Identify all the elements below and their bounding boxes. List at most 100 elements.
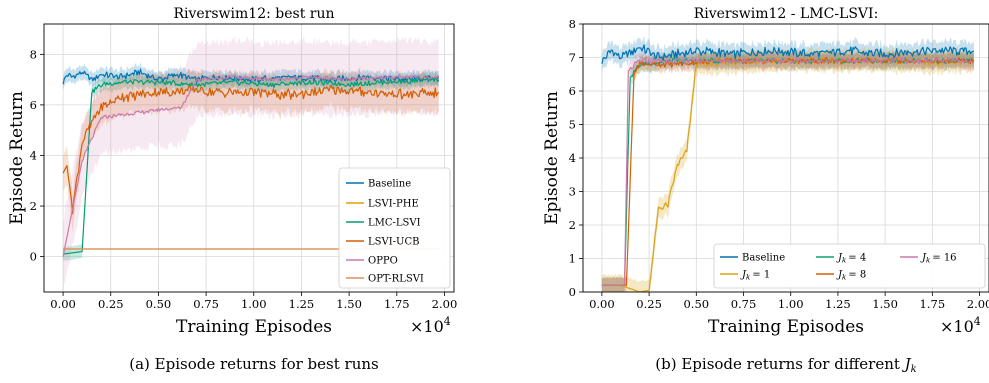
panel2-xlabel: Training Episodes bbox=[708, 317, 864, 337]
panel2-xtick-label-3: 0.75 bbox=[731, 297, 757, 311]
panel2-band-baseline bbox=[601, 36, 974, 73]
panel1-ytick-label-2: 4 bbox=[30, 148, 37, 162]
panel2-xtick-label-5: 1.25 bbox=[825, 297, 851, 311]
legend2-entry-j1: Jk = 1 bbox=[720, 270, 770, 282]
legend1-entry-opt-rlsvi: OPT-RLSVI bbox=[346, 274, 424, 285]
panel2-band-j-k-4 bbox=[601, 49, 974, 292]
panel1-ytick-label-4: 8 bbox=[30, 47, 37, 61]
legend1-label-lmc-lsvi: LMC-LSVI bbox=[368, 218, 421, 229]
legend1-label-baseline: Baseline bbox=[368, 179, 411, 190]
panel1-ylabel: Episode Return bbox=[7, 91, 27, 225]
panel2-legend: Baseline Jk = 1 Jk = 4 Jk = 8 Jk = 16 bbox=[713, 243, 986, 289]
panel1-ytick-label-0: 0 bbox=[30, 250, 37, 264]
legend2-j8-letter: J bbox=[836, 270, 843, 281]
legend2-j4-letter: J bbox=[836, 253, 843, 264]
panel2-x-multiplier-base: ×10 bbox=[940, 317, 974, 336]
panel2-ytick-label-6: 6 bbox=[569, 84, 576, 98]
panel2-legend-box bbox=[713, 243, 986, 289]
legend2-entry-j4: Jk = 4 bbox=[816, 253, 866, 265]
legend2-label-baseline: Baseline bbox=[742, 253, 785, 264]
panel1-xtick-label-1: 0.25 bbox=[98, 297, 124, 311]
panel2-ylabel: Episode Return bbox=[542, 91, 562, 225]
legend1-label-lsvi-ucb: LSVI-UCB bbox=[368, 237, 419, 248]
legend2-label-j4: Jk = 4 bbox=[836, 253, 866, 265]
panel2-xtick-label-2: 0.50 bbox=[683, 297, 709, 311]
panel1-ticks: 0.00 0.25 0.50 0.75 1.00 1.25 1.50 1.75 2.00 0 2 4 6… bbox=[30, 47, 458, 311]
caption-a: (a) Episode returns for best runs bbox=[129, 355, 378, 373]
legend1-label-oppo: OPPO bbox=[368, 256, 398, 267]
legend1-label-opt-rlsvi: OPT-RLSVI bbox=[368, 274, 424, 285]
legend2-j1-letter: J bbox=[740, 270, 747, 281]
legend1-entry-lsvi-phe: LSVI-PHE bbox=[346, 199, 419, 210]
panel1-line-oppo bbox=[62, 74, 440, 257]
legend1-entry-lmc-lsvi: LMC-LSVI bbox=[346, 218, 421, 229]
legend2-j16-letter: J bbox=[920, 253, 927, 264]
panel1-grid bbox=[44, 24, 454, 292]
panel1-x-multiplier-base: ×10 bbox=[410, 317, 444, 336]
panel1-x-multiplier-exp: 4 bbox=[444, 315, 451, 328]
caption-b-symbol: J bbox=[902, 355, 912, 373]
legend2-entry-j16: Jk = 16 bbox=[900, 253, 957, 265]
panel2-x-multiplier: ×104 bbox=[940, 315, 981, 336]
panel2-xtick-label-6: 1.50 bbox=[872, 297, 898, 311]
panel1-line-lsvi-ucb bbox=[62, 84, 440, 215]
caption-b: (b) Episode returns for different Jk bbox=[655, 355, 916, 375]
panel2-lines bbox=[601, 44, 975, 292]
panel2-ytick-label-2: 2 bbox=[569, 218, 576, 232]
legend2-j8-value: = 8 bbox=[848, 270, 866, 281]
legend2-label-j1: Jk = 1 bbox=[740, 270, 770, 282]
panel1-plot-frame bbox=[43, 23, 455, 293]
legend2-j16-value: = 16 bbox=[932, 253, 956, 264]
panel1-xtick-label-7: 1.75 bbox=[384, 297, 410, 311]
legend1-entry-baseline: Baseline bbox=[346, 179, 411, 190]
panel1-x-multiplier: ×104 bbox=[410, 315, 451, 336]
panel2-ytick-label-8: 8 bbox=[569, 17, 576, 31]
legend2-j16-sub: k bbox=[926, 257, 930, 265]
panel2-xtick-label-7: 1.75 bbox=[920, 297, 946, 311]
panel1-band-baseline bbox=[63, 61, 439, 91]
panel-best-run: Riverswim12: best run 0.00 0.25 0.50 0.75 1.… bbox=[7, 6, 457, 337]
legend2-label-j8: Jk = 8 bbox=[836, 270, 866, 282]
panel2-ytick-label-0: 0 bbox=[569, 285, 576, 299]
panel2-xtick-label-8: 2.00 bbox=[967, 297, 989, 311]
panel2-title: Riverswim12 - LMC-LSVI: bbox=[694, 6, 879, 22]
legend1-entry-oppo: OPPO bbox=[346, 256, 398, 267]
panel2-x-multiplier-exp: 4 bbox=[974, 315, 981, 328]
panel2-ytick-label-1: 1 bbox=[569, 252, 576, 266]
panel1-xtick-label-3: 0.75 bbox=[193, 297, 219, 311]
panel1-xtick-label-6: 1.50 bbox=[336, 297, 362, 311]
panel2-xtick-label-0: 0.00 bbox=[589, 297, 615, 311]
legend2-j1-value: = 1 bbox=[752, 270, 770, 281]
panel1-xtick-label-2: 0.50 bbox=[146, 297, 172, 311]
panel1-xtick-label-0: 0.00 bbox=[50, 297, 76, 311]
legend2-entry-baseline: Baseline bbox=[720, 253, 785, 264]
panel1-legend: Baseline LSVI-PHE LMC-LSVI LSVI-UCB OPPO… bbox=[338, 167, 451, 289]
panel1-legend-box bbox=[338, 167, 451, 289]
panel1-ytick-label-1: 2 bbox=[30, 199, 37, 213]
panel2-xtick-label-4: 1.00 bbox=[778, 297, 804, 311]
legend1-label-lsvi-phe: LSVI-PHE bbox=[368, 199, 419, 210]
panel1-ytick-label-3: 6 bbox=[30, 98, 37, 112]
panel1-xtick-label-4: 1.00 bbox=[241, 297, 267, 311]
caption-b-prefix: (b) Episode returns for different bbox=[655, 355, 904, 373]
panel2-ytick-label-4: 4 bbox=[569, 151, 576, 165]
legend2-j1-sub: k bbox=[746, 274, 750, 282]
panel1-band-lsvi-ucb bbox=[63, 66, 439, 234]
panel2-xtick-label-1: 0.25 bbox=[636, 297, 662, 311]
panel1-xlabel: Training Episodes bbox=[176, 317, 332, 337]
panel2-ytick-label-3: 3 bbox=[569, 185, 576, 199]
panel2-line-j-k-16 bbox=[601, 57, 975, 286]
legend2-j4-sub: k bbox=[842, 257, 846, 265]
panel1-line-lmc-lsvi bbox=[62, 77, 440, 255]
legend2-j4-value: = 4 bbox=[848, 253, 866, 264]
panel1-band-oppo bbox=[63, 35, 439, 292]
legend2-label-j16: Jk = 16 bbox=[920, 253, 957, 265]
panel1-title: Riverswim12: best run bbox=[173, 6, 334, 22]
panel1-xtick-label-5: 1.25 bbox=[289, 297, 315, 311]
panel2-line-baseline bbox=[601, 44, 975, 64]
legend1-entry-lsvi-ucb: LSVI-UCB bbox=[346, 237, 419, 248]
legend2-j8-sub: k bbox=[842, 274, 846, 282]
legend2-entry-j8: Jk = 8 bbox=[816, 270, 866, 282]
panel-lmc-lsvi: Riverswim12 - LMC-LSVI: 0.00 0.25 0.50 0.75… bbox=[542, 6, 989, 337]
